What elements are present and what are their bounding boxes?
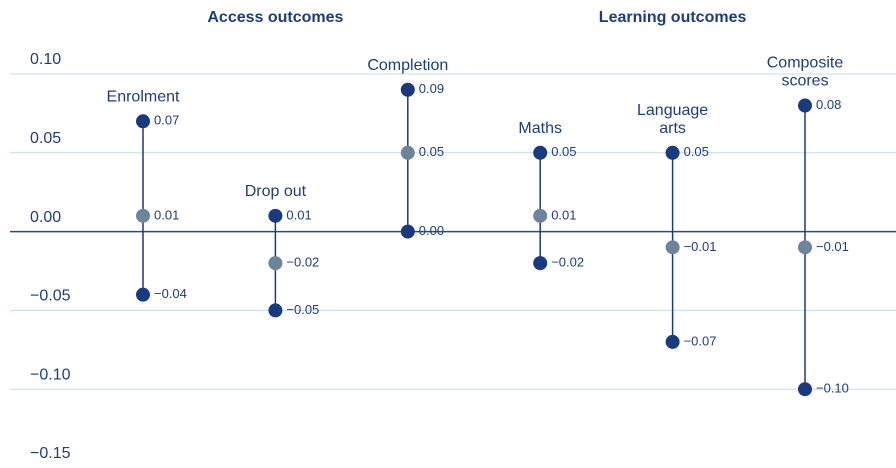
group-title: Learning outcomes [599,9,747,26]
value-label: 0.01 [286,207,311,222]
point [533,208,548,223]
value-label: 0.09 [419,81,444,96]
point [400,82,415,97]
category-label: Composite [767,55,844,72]
point [400,224,415,239]
y-tick-label: −0.15 [30,445,71,462]
point [136,287,150,302]
category-label: Enrolment [107,88,180,105]
value-label: 0.00 [419,223,444,238]
value-label: −0.04 [154,286,187,301]
y-tick-label: 0.00 [30,209,61,226]
value-label: 0.05 [551,144,576,159]
category-label: Completion [367,57,448,74]
point [665,145,680,160]
value-label: −0.07 [684,333,717,348]
value-label: 0.05 [684,144,709,159]
point [533,145,548,160]
value-label: −0.02 [286,255,319,270]
value-label: −0.01 [684,239,717,254]
value-label: 0.01 [154,207,179,222]
point [136,208,150,223]
y-tick-label: −0.10 [30,366,71,383]
category-label: arts [659,120,686,137]
value-label: 0.07 [154,113,179,128]
value-label: −0.05 [286,302,319,317]
value-label: −0.02 [551,255,584,270]
point [136,114,150,129]
value-label: 0.05 [419,144,444,159]
point [268,303,283,318]
value-label: 0.01 [551,207,576,222]
y-tick-label: −0.05 [30,288,71,305]
category-label: scores [781,73,828,90]
point [400,145,415,160]
point [665,334,680,349]
point [798,240,812,255]
value-label: −0.01 [816,239,849,254]
point [798,98,812,113]
point [268,208,283,223]
point [798,382,812,397]
value-label: 0.08 [816,97,841,112]
y-tick-label: 0.10 [30,51,61,68]
group-title: Access outcomes [207,9,343,26]
point [533,256,548,271]
category-label: Drop out [245,183,307,200]
y-tick-label: 0.05 [30,130,61,147]
category-label: Language [637,102,708,119]
point [665,240,680,255]
value-label: −0.10 [816,381,849,396]
category-label: Maths [518,120,562,137]
point [268,256,283,271]
